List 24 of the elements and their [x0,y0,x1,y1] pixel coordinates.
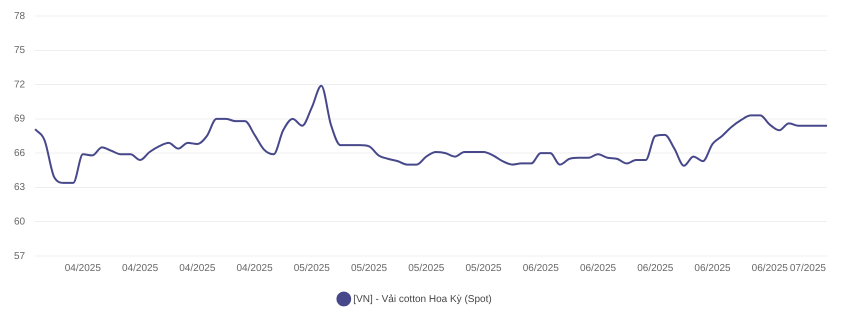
x-tick-label: 06/2025 [637,262,674,274]
x-tick-label: 04/2025 [64,262,102,274]
x-tick-label: 05/2025 [294,262,330,274]
x-tick-label: 06/2025 [694,262,732,274]
y-tick-label: 66 [14,148,26,159]
x-tick-label: 06/2025 [522,262,560,274]
x-tick-label: 07/2025 [790,262,826,274]
x-tick-label: 05/2025 [350,262,388,274]
x-tick-label: 04/2025 [122,262,159,274]
line-series [34,84,828,184]
y-tick-label: 72 [14,79,26,90]
x-tick-label: 06/2025 [580,262,617,274]
x-tick-label: 06/2025 [752,262,788,274]
y-tick-label: 60 [14,216,26,228]
legend-label: [VN] - Vải cotton Hoa Kỳ (Spot) [353,294,492,305]
x-tick-label: 04/2025 [179,262,216,274]
y-tick-label: 57 [14,250,26,262]
x-tick-label: 04/2025 [236,262,274,274]
x-tick-label: 05/2025 [408,262,445,274]
y-tick-label: 69 [14,114,26,125]
y-tick-label: 78 [14,10,26,22]
x-tick-label: 05/2025 [465,262,502,274]
y-tick-label: 75 [14,45,26,56]
y-tick-label: 63 [14,182,26,194]
